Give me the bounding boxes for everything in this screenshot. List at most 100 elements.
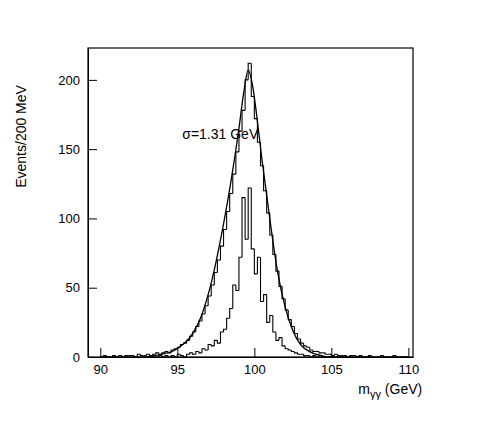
histogram-bin: [214, 272, 217, 284]
histogram-bin: [220, 246, 223, 260]
histogram-bin: [368, 356, 371, 357]
histogram-bin: [291, 320, 294, 327]
histogram-bin: [402, 356, 405, 357]
frame: [88, 48, 413, 357]
x-tick-label: 100: [244, 362, 266, 377]
histogram-bin: [294, 327, 297, 334]
histogram-bin: [288, 349, 291, 350]
histogram-bin: [134, 356, 137, 357]
y-tick-label: 200: [58, 73, 80, 88]
histogram-bin: [390, 356, 393, 357]
histogram-bin: [356, 356, 359, 357]
histogram-bin: [251, 188, 254, 249]
histogram-bin: [220, 332, 223, 343]
histogram-bin: [304, 354, 307, 355]
y-tick-mark: [88, 80, 97, 81]
histogram-bin: [297, 333, 300, 339]
histogram-bin: [378, 356, 381, 357]
x-tick-mark: [408, 348, 409, 357]
histogram-bin: [353, 356, 356, 357]
histogram-bin: [359, 356, 362, 357]
chart: 90951001051100 50 100 150 200 σ=1.31 GeV mγγ (…: [0, 0, 484, 432]
x-tick: 100: [244, 348, 266, 377]
histogram-bin: [338, 354, 341, 355]
histogram-bin: [350, 356, 353, 357]
series: [100, 63, 408, 357]
histogram-bin: [125, 356, 128, 357]
histogram-bin: [307, 346, 310, 347]
histogram-bin: [205, 306, 208, 314]
histogram-bin: [310, 347, 313, 350]
series: [147, 70, 347, 357]
histogram-bin: [371, 356, 374, 357]
y-tick: 0: [73, 350, 97, 365]
x-axis-title: mγγ (GeV): [358, 381, 422, 400]
histogram-bin: [313, 350, 316, 351]
plot: 90951001051100 50 100 150 200 σ=1.31 GeV: [58, 48, 419, 377]
histogram-bin: [143, 356, 146, 357]
histogram-bin: [365, 356, 368, 357]
histogram-bin: [291, 350, 294, 351]
y-tick-label: 150: [58, 142, 80, 157]
x-axis: 9095100105110: [89, 348, 420, 377]
histogram-bin: [140, 354, 143, 355]
histogram-bin: [100, 356, 103, 357]
y-tick-mark: [88, 288, 97, 289]
y-tick-mark: [88, 357, 97, 358]
histogram-bin: [405, 356, 408, 357]
histogram-bin: [347, 356, 350, 357]
histogram-bin: [217, 260, 220, 272]
histogram-bin: [239, 257, 242, 290]
histogram-bin: [387, 356, 390, 357]
y-tick-mark: [88, 149, 97, 150]
histogram-bin: [110, 356, 113, 357]
histogram-bin: [378, 356, 381, 357]
y-tick-mark: [88, 218, 97, 219]
histogram-bin: [273, 315, 276, 332]
y-tick-label: 100: [58, 211, 80, 226]
histogram-bin: [236, 152, 239, 174]
y-tick: 50: [66, 280, 97, 295]
histogram-bin: [384, 356, 387, 357]
y-tick: 200: [58, 73, 97, 88]
histogram-bin: [371, 356, 374, 357]
x-axis-line: [89, 357, 414, 358]
marks: [100, 63, 408, 357]
x-tick: 110: [399, 348, 420, 377]
histogram-bin: [116, 356, 119, 357]
series: [100, 188, 408, 357]
histogram-bin: [396, 356, 399, 357]
histogram-bin: [402, 356, 405, 357]
histogram-bin: [137, 356, 140, 357]
y-axis-line: [88, 49, 89, 358]
x-tick-mark: [254, 348, 255, 357]
annotation: σ=1.31 GeV: [182, 126, 259, 142]
histogram-bin: [297, 353, 300, 354]
histogram-bin: [362, 356, 365, 357]
histogram-bin: [180, 354, 183, 355]
histogram-bin: [319, 351, 322, 352]
histogram-bin: [362, 356, 365, 357]
histogram-bin: [227, 212, 230, 230]
histogram-bin: [103, 356, 106, 357]
histogram-bin: [399, 356, 402, 357]
histogram-bin: [119, 356, 122, 357]
histogram-bin: [374, 356, 377, 357]
histogram-bin: [381, 356, 384, 357]
histogram-bin: [106, 356, 109, 357]
y-axis: 0 50 100 150 200: [58, 49, 97, 365]
histogram-bin: [110, 356, 113, 357]
histogram-bin: [374, 356, 377, 357]
histogram-bin: [304, 343, 307, 346]
x-tick: 90: [94, 348, 108, 377]
histogram-bin: [187, 354, 190, 357]
histogram-bin: [100, 356, 103, 357]
histogram-bin: [282, 338, 285, 346]
histogram-bin: [202, 314, 205, 321]
histogram-bin: [405, 356, 408, 357]
histogram-bin: [224, 230, 227, 247]
histogram-bin: [113, 356, 116, 357]
histogram-bin: [233, 174, 236, 193]
histogram-bin: [396, 356, 399, 357]
histogram-bin: [208, 296, 211, 306]
